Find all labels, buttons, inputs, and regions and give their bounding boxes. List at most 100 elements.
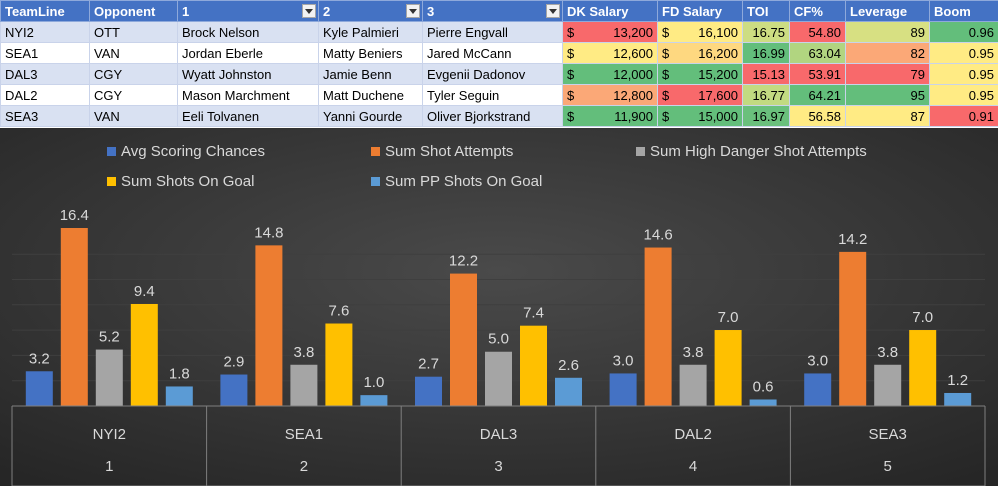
cell-leverage[interactable]: 87 — [845, 105, 930, 127]
currency-symbol: $ — [567, 45, 575, 61]
cell-fd[interactable]: $15,000 — [657, 105, 743, 127]
cell-p1[interactable]: Eeli Tolvanen — [177, 105, 319, 127]
cell-teamline[interactable]: NYI2 — [0, 21, 90, 43]
cell-p1[interactable]: Mason Marchment — [177, 84, 319, 106]
currency-symbol: $ — [567, 24, 575, 40]
cell-leverage[interactable]: 89 — [845, 21, 930, 43]
cell-cf[interactable]: 54.80 — [789, 21, 846, 43]
column-header-label: Leverage — [850, 3, 908, 19]
bar — [714, 330, 742, 406]
table-row: NYI2 OTT Brock Nelson Kyle Palmieri Pierre E… — [0, 21, 998, 43]
column-header[interactable]: Boom — [929, 0, 998, 22]
cell-fd[interactable]: $16,200 — [657, 42, 743, 64]
x-tick-label: DAL2 — [674, 426, 712, 443]
column-header[interactable]: TOI — [742, 0, 790, 22]
table-row: DAL2 CGY Mason Marchment Matt Duchene Tyler … — [0, 84, 998, 106]
column-header[interactable]: DK Salary — [562, 0, 658, 22]
cell-boom[interactable]: 0.95 — [929, 42, 998, 64]
data-label: 3.8 — [877, 344, 898, 361]
cell-dk[interactable]: $12,600 — [562, 42, 658, 64]
data-label: 1.8 — [169, 365, 190, 382]
column-header[interactable]: 2 — [318, 0, 423, 22]
cell-p3[interactable]: Tyler Seguin — [422, 84, 563, 106]
cell-leverage[interactable]: 82 — [845, 42, 930, 64]
cell-opponent[interactable]: CGY — [89, 63, 178, 85]
column-header[interactable]: Leverage — [845, 0, 930, 22]
cell-cf[interactable]: 64.21 — [789, 84, 846, 106]
cell-fd[interactable]: $17,600 — [657, 84, 743, 106]
cell-teamline[interactable]: DAL3 — [0, 63, 90, 85]
data-label: 12.2 — [449, 253, 478, 270]
column-header[interactable]: TeamLine — [0, 0, 90, 22]
cell-p3[interactable]: Evgenii Dadonov — [422, 63, 563, 85]
cell-p1[interactable]: Jordan Eberle — [177, 42, 319, 64]
filter-dropdown-icon[interactable] — [406, 4, 420, 18]
cell-opponent[interactable]: CGY — [89, 84, 178, 106]
data-label: 3.8 — [683, 344, 704, 361]
column-header[interactable]: Opponent — [89, 0, 178, 22]
salary-value: 17,600 — [698, 87, 738, 103]
cell-p2[interactable]: Yanni Gourde — [318, 105, 423, 127]
filter-dropdown-icon[interactable] — [546, 4, 560, 18]
filter-dropdown-icon[interactable] — [302, 4, 316, 18]
chart-background — [0, 128, 998, 486]
column-header[interactable]: CF% — [789, 0, 846, 22]
currency-symbol: $ — [567, 108, 575, 124]
column-header[interactable]: FD Salary — [657, 0, 743, 22]
cell-toi[interactable]: 15.13 — [742, 63, 790, 85]
cell-boom[interactable]: 0.95 — [929, 63, 998, 85]
cell-opponent[interactable]: OTT — [89, 21, 178, 43]
table-row: DAL3 CGY Wyatt Johnston Jamie Benn Evgenii D… — [0, 63, 998, 85]
cell-opponent[interactable]: VAN — [89, 42, 178, 64]
cell-teamline[interactable]: SEA1 — [0, 42, 90, 64]
data-label: 5.2 — [99, 329, 120, 346]
column-header-label: Boom — [934, 3, 971, 19]
bar — [220, 374, 248, 406]
cell-boom[interactable]: 0.96 — [929, 21, 998, 43]
cell-opponent[interactable]: VAN — [89, 105, 178, 127]
cell-teamline[interactable]: SEA3 — [0, 105, 90, 127]
cell-dk[interactable]: $12,000 — [562, 63, 658, 85]
cell-dk[interactable]: $13,200 — [562, 21, 658, 43]
cell-boom[interactable]: 0.95 — [929, 84, 998, 106]
cell-cf[interactable]: 56.58 — [789, 105, 846, 127]
cell-fd[interactable]: $16,100 — [657, 21, 743, 43]
cell-p2[interactable]: Kyle Palmieri — [318, 21, 423, 43]
cell-dk[interactable]: $12,800 — [562, 84, 658, 106]
cell-dk[interactable]: $11,900 — [562, 105, 658, 127]
bar — [679, 364, 707, 406]
cell-p3[interactable]: Oliver Bjorkstrand — [422, 105, 563, 127]
cell-p2[interactable]: Matt Duchene — [318, 84, 423, 106]
column-header-label: DK Salary — [567, 3, 629, 19]
cell-boom[interactable]: 0.91 — [929, 105, 998, 127]
cell-toi[interactable]: 16.75 — [742, 21, 790, 43]
cell-toi[interactable]: 16.97 — [742, 105, 790, 127]
cell-p1[interactable]: Brock Nelson — [177, 21, 319, 43]
x-subtick-label: 4 — [689, 458, 697, 475]
cell-p2[interactable]: Matty Beniers — [318, 42, 423, 64]
cell-cf[interactable]: 53.91 — [789, 63, 846, 85]
cell-p2[interactable]: Jamie Benn — [318, 63, 423, 85]
salary-value: 15,200 — [698, 66, 738, 82]
x-subtick-label: 2 — [300, 458, 308, 475]
cell-p3[interactable]: Jared McCann — [422, 42, 563, 64]
legend-swatch — [107, 147, 116, 156]
cell-leverage[interactable]: 79 — [845, 63, 930, 85]
data-label: 9.4 — [134, 283, 155, 300]
cell-teamline[interactable]: DAL2 — [0, 84, 90, 106]
bar — [874, 364, 902, 406]
column-header-label: TeamLine — [5, 3, 65, 19]
data-label: 3.2 — [29, 350, 50, 367]
bar — [520, 325, 547, 406]
column-header[interactable]: 1 — [177, 0, 319, 22]
cell-p1[interactable]: Wyatt Johnston — [177, 63, 319, 85]
cell-toi[interactable]: 16.99 — [742, 42, 790, 64]
cell-fd[interactable]: $15,200 — [657, 63, 743, 85]
cell-toi[interactable]: 16.77 — [742, 84, 790, 106]
column-header[interactable]: 3 — [422, 0, 563, 22]
cell-p3[interactable]: Pierre Engvall — [422, 21, 563, 43]
cell-cf[interactable]: 63.04 — [789, 42, 846, 64]
x-subtick-label: 1 — [105, 458, 113, 475]
bar — [644, 247, 672, 406]
cell-leverage[interactable]: 95 — [845, 84, 930, 106]
